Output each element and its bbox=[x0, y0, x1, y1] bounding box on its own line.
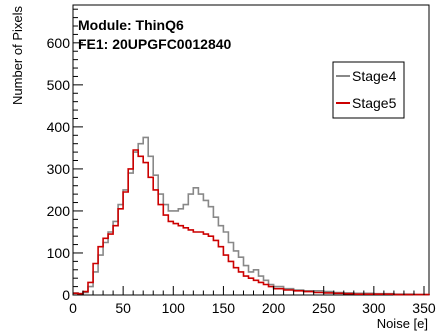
x-tick-label: 300 bbox=[362, 300, 386, 316]
x-tick-label: 0 bbox=[69, 300, 77, 316]
x-axis-title: Noise [e] bbox=[377, 316, 428, 331]
fe-annotation: FE1: 20UPGFC0012840 bbox=[78, 36, 232, 52]
y-tick-label: 600 bbox=[47, 35, 71, 51]
module-annotation: Module: ThinQ6 bbox=[78, 17, 184, 33]
x-tick-label: 350 bbox=[412, 300, 436, 316]
x-tick-label: 100 bbox=[162, 300, 186, 316]
legend-label-stage5: Stage5 bbox=[352, 95, 397, 111]
y-tick-label: 0 bbox=[62, 287, 70, 303]
y-axis: 0 100 200 300 400 500 600 bbox=[47, 8, 83, 303]
y-tick-label: 400 bbox=[47, 119, 71, 135]
x-tick-label: 200 bbox=[262, 300, 286, 316]
y-tick-label: 500 bbox=[47, 77, 71, 93]
legend-box bbox=[332, 61, 405, 119]
x-tick-label: 150 bbox=[212, 300, 236, 316]
y-tick-label: 300 bbox=[47, 161, 71, 177]
y-tick-label: 100 bbox=[47, 245, 71, 261]
x-axis: 0 50 100 150 200 250 300 350 bbox=[69, 286, 436, 316]
plot-frame bbox=[72, 4, 430, 296]
legend-label-stage4: Stage4 bbox=[352, 68, 397, 84]
x-tick-label: 50 bbox=[115, 300, 131, 316]
y-tick-label: 200 bbox=[47, 203, 71, 219]
y-axis-title: Number of Pixels bbox=[10, 6, 25, 105]
x-tick-label: 250 bbox=[312, 300, 336, 316]
legend: Stage4 Stage5 bbox=[332, 61, 405, 119]
